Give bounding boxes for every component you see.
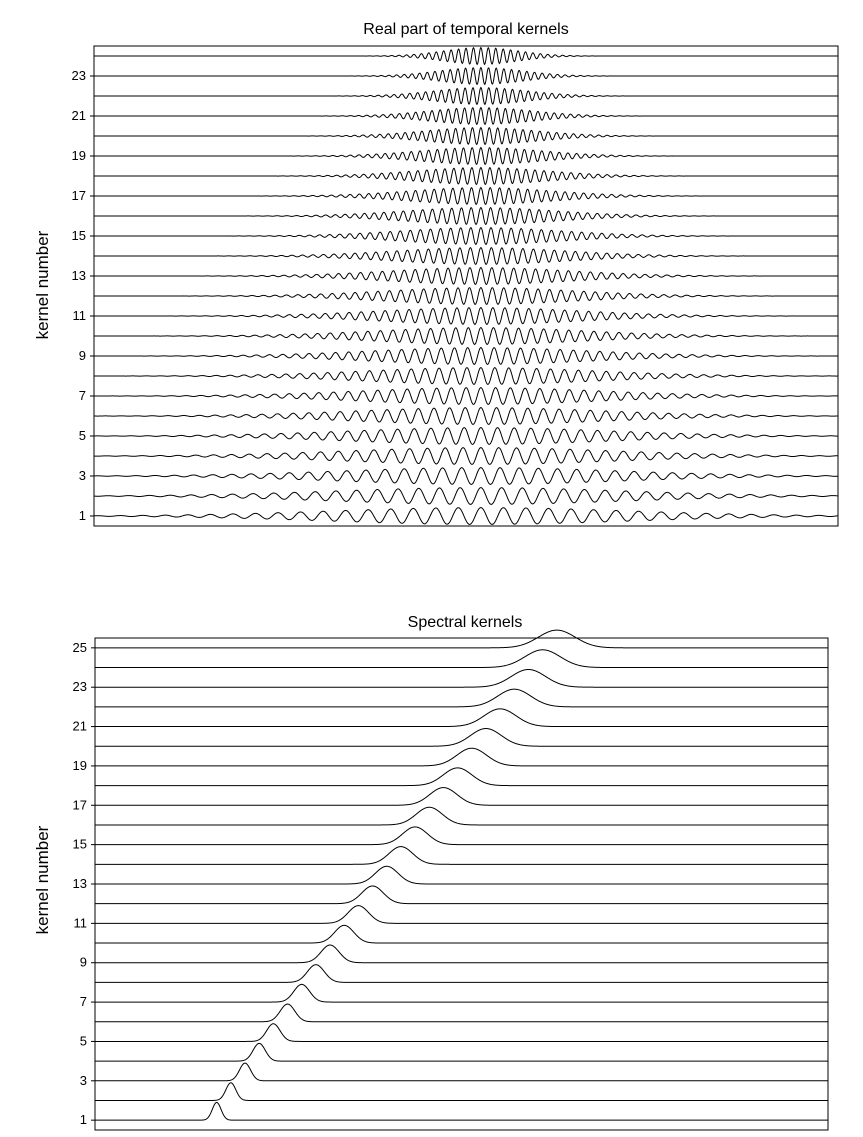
temporal-y-axis-label: kernel number — [33, 230, 52, 339]
temporal-kernel-trace-16 — [94, 206, 838, 225]
spectral-kernel-trace-16 — [95, 806, 828, 826]
spectral-kernel-trace-1 — [95, 1101, 828, 1121]
temporal-y-tick-label: 19 — [72, 148, 86, 163]
spectral-kernel-trace-2 — [95, 1082, 828, 1101]
spectral-kernel-trace-6 — [95, 1003, 828, 1023]
spectral-kernel-trace-19 — [95, 747, 828, 767]
temporal-kernel-trace-18 — [94, 166, 838, 185]
temporal-y-tick-label: 3 — [79, 468, 86, 483]
temporal-kernel-trace-11 — [94, 307, 839, 325]
temporal-y-tick-label: 17 — [72, 188, 86, 203]
spectral-y-tick-label: 17 — [73, 797, 87, 812]
spectral-y-tick-label: 9 — [80, 955, 87, 970]
spectral-kernel-trace-20 — [95, 728, 828, 747]
temporal-kernel-trace-17 — [94, 186, 838, 206]
temporal-y-tick-label: 9 — [79, 348, 86, 363]
temporal-y-tick-label: 11 — [73, 308, 87, 323]
temporal-kernel-trace-20 — [94, 126, 838, 146]
temporal-kernel-trace-3 — [93, 467, 839, 485]
spectral-y-tick-label: 23 — [73, 679, 87, 694]
temporal-kernels-chart: Real part of temporal kernels kernel num… — [33, 21, 839, 527]
spectral-kernel-trace-17 — [95, 787, 828, 806]
spectral-y-tick-label: 15 — [73, 837, 87, 852]
temporal-kernel-trace-12 — [94, 287, 838, 305]
spectral-y-tick-label: 5 — [80, 1033, 87, 1048]
temporal-kernel-trace-10 — [94, 327, 838, 345]
spectral-kernel-trace-5 — [95, 1023, 828, 1042]
temporal-y-tick-label: 7 — [79, 388, 86, 403]
spectral-y-tick-label: 19 — [73, 758, 87, 773]
temporal-y-tick-label: 15 — [72, 228, 86, 243]
temporal-chart-title: Real part of temporal kernels — [363, 21, 568, 38]
temporal-y-tick-label: 5 — [79, 428, 86, 443]
spectral-kernel-trace-11 — [95, 905, 828, 924]
temporal-kernel-trace-22 — [94, 86, 838, 105]
temporal-kernel-trace-15 — [94, 226, 838, 245]
temporal-kernel-trace-23 — [94, 66, 838, 86]
spectral-kernel-trace-3 — [95, 1062, 828, 1082]
spectral-kernel-trace-10 — [95, 924, 828, 944]
spectral-y-axis-label: kernel number — [33, 825, 52, 934]
spectral-chart-title: Spectral kernels — [408, 614, 523, 631]
temporal-kernel-trace-21 — [94, 106, 838, 126]
temporal-kernel-trace-4 — [93, 447, 839, 465]
temporal-y-tick-label: 13 — [72, 268, 86, 283]
spectral-y-tick-label: 7 — [80, 994, 87, 1009]
spectral-kernel-trace-22 — [95, 688, 828, 708]
spectral-kernel-trace-18 — [95, 767, 828, 787]
temporal-y-tick-label: 23 — [72, 68, 86, 83]
temporal-kernel-trace-1 — [93, 507, 839, 525]
temporal-y-tick-label: 1 — [79, 508, 86, 523]
temporal-kernel-trace-8 — [94, 367, 839, 385]
temporal-kernel-trace-5 — [93, 427, 839, 445]
temporal-kernel-trace-7 — [93, 387, 839, 405]
temporal-kernel-trace-19 — [94, 146, 838, 165]
spectral-kernel-trace-8 — [95, 964, 828, 983]
temporal-kernel-trace-6 — [93, 407, 839, 425]
spectral-y-tick-label: 13 — [73, 876, 87, 891]
temporal-kernel-trace-2 — [93, 487, 839, 505]
spectral-kernel-trace-24 — [95, 649, 828, 669]
spectral-kernel-trace-15 — [95, 826, 828, 846]
spectral-y-tick-label: 1 — [80, 1112, 87, 1127]
spectral-kernel-trace-9 — [95, 944, 828, 964]
spectral-kernel-trace-13 — [95, 865, 828, 885]
temporal-kernel-trace-13 — [94, 267, 838, 285]
spectral-y-tick-label: 3 — [80, 1073, 87, 1088]
spectral-kernel-trace-12 — [95, 885, 828, 905]
temporal-kernel-trace-24 — [94, 46, 838, 66]
spectral-kernel-trace-21 — [95, 708, 828, 728]
spectral-kernel-trace-23 — [95, 668, 828, 688]
spectral-kernel-trace-7 — [95, 983, 828, 1003]
spectral-y-tick-label: 21 — [73, 719, 87, 734]
temporal-y-tick-label: 21 — [72, 108, 86, 123]
spectral-kernel-trace-14 — [95, 846, 828, 865]
spectral-y-tick-label: 11 — [74, 915, 88, 930]
spectral-kernels-chart: Spectral kernels kernel number 135791113… — [33, 614, 829, 1131]
spectral-kernel-trace-4 — [95, 1042, 828, 1062]
temporal-kernel-trace-14 — [94, 246, 838, 265]
temporal-kernel-trace-9 — [94, 347, 838, 365]
temporal-plot-frame — [93, 45, 839, 527]
spectral-kernel-trace-25 — [95, 629, 828, 649]
spectral-y-tick-label: 25 — [73, 640, 87, 655]
